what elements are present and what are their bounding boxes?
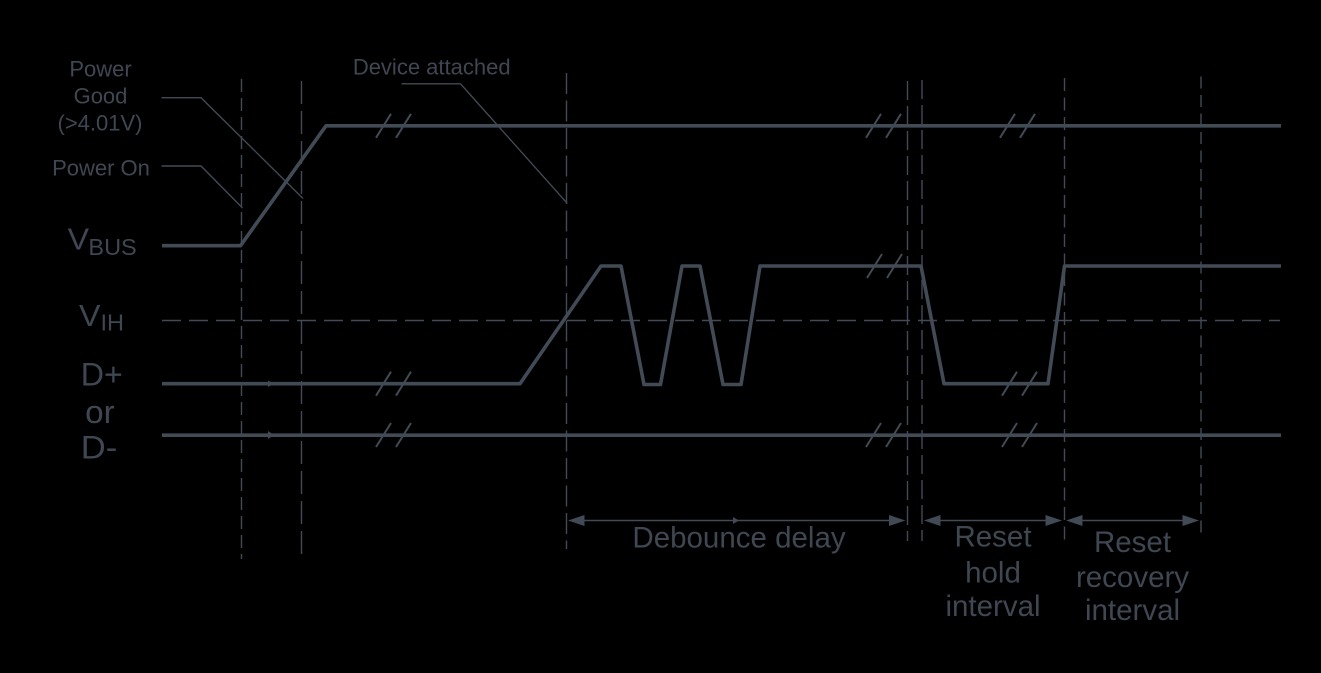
- svg-text:recovery: recovery: [1076, 561, 1189, 594]
- svg-text:Power On: Power On: [52, 156, 150, 181]
- svg-text:Debounce delay: Debounce delay: [632, 522, 845, 555]
- svg-text:Reset: Reset: [954, 521, 1031, 554]
- svg-text:D+: D+: [81, 357, 123, 393]
- svg-text:Power: Power: [69, 57, 131, 82]
- svg-text:or: or: [85, 394, 115, 430]
- svg-text:D-: D-: [81, 430, 118, 466]
- svg-text:interval: interval: [1085, 594, 1180, 627]
- svg-text:Reset: Reset: [1094, 526, 1171, 559]
- svg-text:V: V: [68, 222, 90, 257]
- svg-text:V: V: [79, 298, 101, 333]
- svg-text:BUS: BUS: [88, 234, 136, 260]
- svg-text:IH: IH: [101, 310, 125, 336]
- svg-text:Good: Good: [74, 84, 128, 109]
- svg-text:Device attached: Device attached: [353, 55, 511, 80]
- svg-text:interval: interval: [945, 590, 1040, 623]
- svg-text:hold: hold: [965, 557, 1021, 590]
- svg-text:(>4.01V): (>4.01V): [58, 111, 143, 136]
